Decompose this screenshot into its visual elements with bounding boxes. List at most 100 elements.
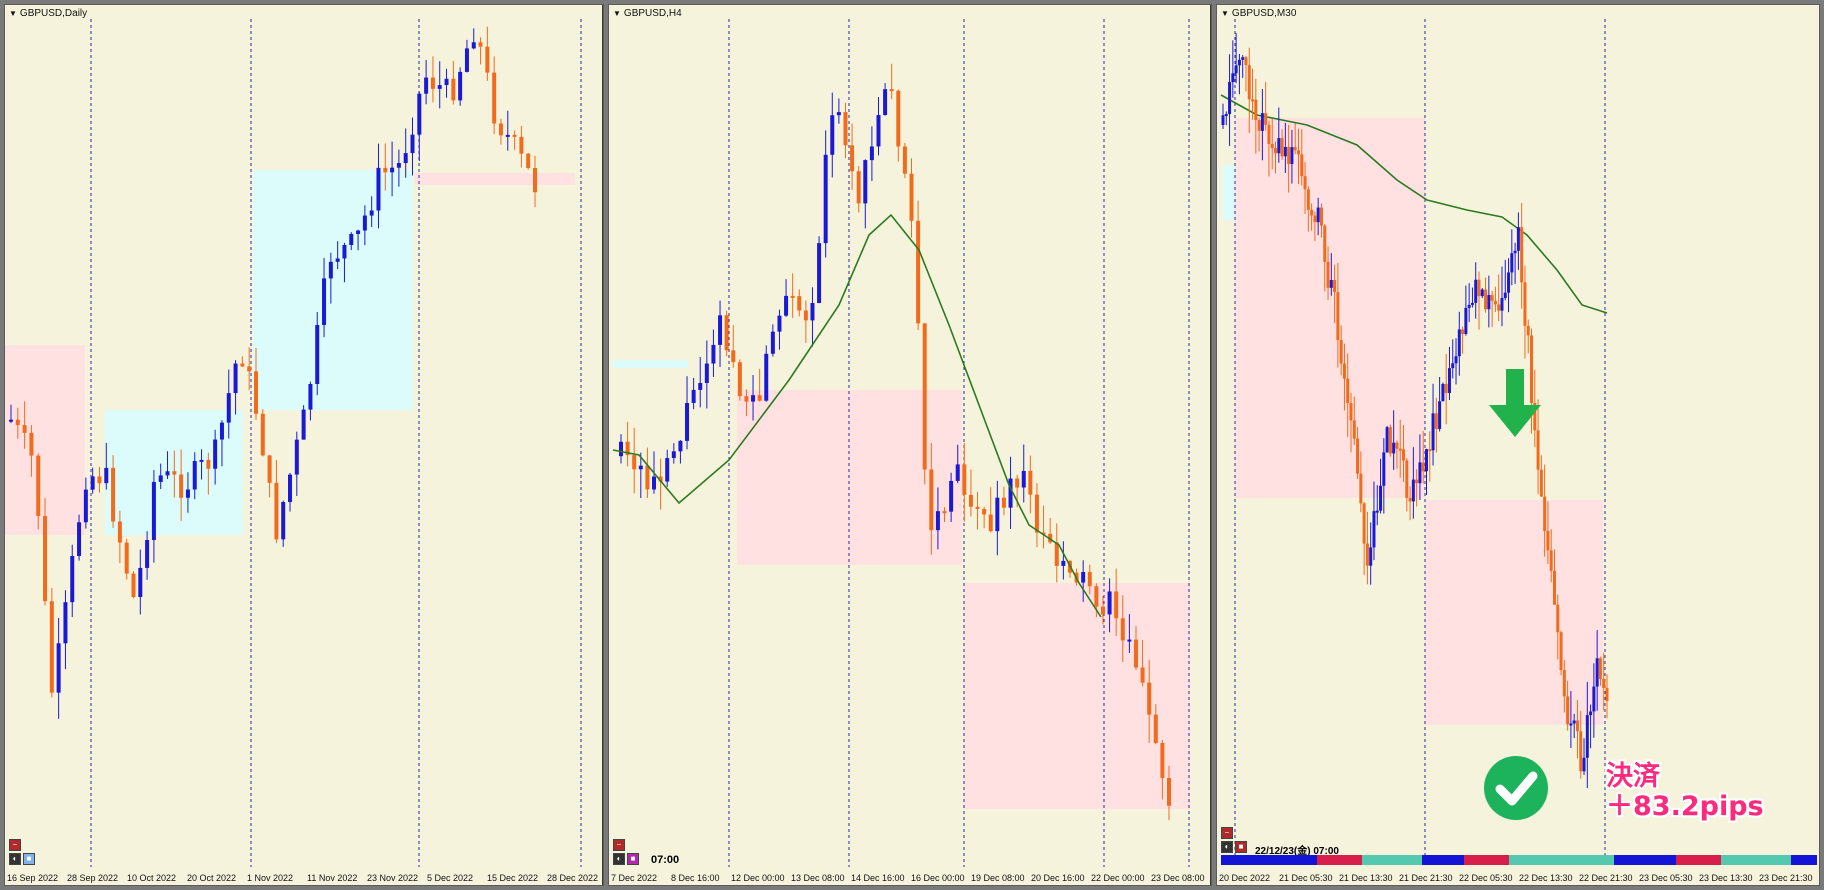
price-chart-h4[interactable]	[609, 5, 1212, 886]
candle	[97, 476, 102, 484]
candle	[349, 233, 354, 246]
candle	[1267, 124, 1271, 144]
candle	[437, 85, 442, 89]
candle	[70, 556, 75, 603]
x-tick-label: 23 Dec 13:30	[1699, 873, 1753, 883]
session-segment	[1317, 855, 1362, 865]
candle	[451, 78, 456, 101]
trade-panel-icon[interactable]: −	[9, 839, 21, 851]
collapse-triangle-icon[interactable]: ▼	[9, 9, 17, 18]
candle	[744, 396, 749, 402]
candle	[199, 459, 204, 462]
candle	[253, 371, 258, 414]
candle	[1028, 470, 1033, 495]
candle	[369, 210, 374, 216]
candle	[889, 89, 894, 92]
candle	[1274, 148, 1278, 154]
candle	[784, 295, 789, 316]
candle	[1140, 667, 1145, 683]
candle	[124, 542, 129, 574]
candle	[724, 315, 729, 351]
candle	[9, 419, 13, 422]
x-tick-label: 28 Dec 2022	[547, 873, 599, 883]
price-chart-daily[interactable]	[5, 5, 604, 886]
candle	[512, 134, 517, 137]
candle	[619, 441, 623, 457]
settlement-annotation: 決済 ＋83.2pips	[1606, 762, 1764, 822]
candle	[1552, 570, 1556, 605]
one-click-icon[interactable]: ■	[1235, 841, 1247, 853]
candle	[315, 324, 320, 384]
candle	[1444, 383, 1448, 393]
time-tag-h4: 07:00	[651, 854, 680, 866]
x-tick-label: 21 Dec 21:30	[1399, 873, 1453, 883]
chart-mode-icon[interactable]: ◐	[1221, 841, 1233, 853]
candle	[1402, 449, 1406, 461]
zone-pink	[415, 173, 575, 185]
candle	[1451, 363, 1455, 369]
chart-mode-icon[interactable]: ◐	[9, 853, 21, 865]
x-tick-label: 12 Dec 00:00	[731, 873, 785, 883]
candle	[1100, 606, 1105, 615]
one-click-icon[interactable]: ■	[627, 853, 639, 865]
candle	[988, 514, 993, 532]
trade-panel-icon[interactable]: −	[613, 839, 625, 851]
candle	[1257, 120, 1261, 131]
chart-panel-h4[interactable]: ▼ GBPUSD,H4 − ◐ ■ 07:00 7 Dec 2022 8 Dec 1…	[608, 4, 1212, 886]
candle	[172, 471, 177, 475]
collapse-triangle-icon[interactable]: ▼	[1221, 9, 1229, 18]
candle	[975, 506, 980, 509]
candle	[1319, 207, 1323, 226]
candle	[1283, 146, 1287, 157]
candle	[1313, 215, 1317, 223]
candle	[464, 48, 469, 72]
candle	[942, 511, 947, 514]
candle	[1556, 604, 1560, 633]
candle	[810, 302, 815, 321]
candle	[383, 167, 388, 173]
candle	[1296, 150, 1300, 155]
candle	[519, 136, 524, 154]
chart-panel-m30[interactable]: ▼ GBPUSD,M30 − ◐ ■ 22/12/23(金) 07:00 20 D…	[1216, 4, 1820, 886]
candle	[342, 245, 347, 259]
candle	[869, 146, 874, 161]
candle	[1484, 289, 1488, 310]
candle	[403, 153, 408, 164]
price-chart-m30[interactable]	[1217, 5, 1820, 886]
candle	[757, 395, 762, 401]
candle	[294, 439, 299, 475]
candle	[1585, 715, 1589, 758]
collapse-triangle-icon[interactable]: ▼	[613, 9, 621, 18]
candle	[968, 494, 973, 507]
candle	[1228, 82, 1232, 115]
candle	[777, 315, 782, 332]
x-tick-label: 15 Dec 2022	[487, 873, 539, 883]
x-tick-label: 22 Dec 21:30	[1579, 873, 1633, 883]
x-tick-label: 23 Dec 08:00	[1151, 873, 1205, 883]
x-tick-label: 22 Dec 00:00	[1091, 873, 1145, 883]
candle	[1094, 586, 1099, 607]
candle	[288, 474, 293, 502]
session-segment	[1721, 855, 1791, 865]
candle	[267, 455, 272, 483]
candle	[698, 382, 703, 390]
candle	[362, 215, 367, 231]
chart-mode-icon[interactable]: ◐	[613, 853, 625, 865]
zone-pink	[1425, 500, 1603, 725]
candle	[444, 78, 449, 86]
one-click-icon[interactable]: ■	[23, 853, 35, 865]
candle	[1447, 368, 1451, 393]
candle	[1405, 460, 1409, 498]
trade-panel-icon[interactable]: −	[1221, 827, 1233, 839]
candle	[430, 77, 435, 89]
candle	[1081, 571, 1086, 583]
zone-cyan	[613, 360, 688, 368]
candle	[704, 363, 709, 383]
candle	[63, 602, 68, 644]
candle	[485, 46, 490, 73]
candle	[1241, 57, 1245, 60]
candle	[1572, 720, 1576, 724]
candle	[1114, 591, 1119, 619]
chart-panel-daily[interactable]: ▼ GBPUSD,Daily − ◐ ■ 16 Sep 2022 28 Sep 20…	[4, 4, 604, 886]
candle	[1015, 478, 1020, 488]
